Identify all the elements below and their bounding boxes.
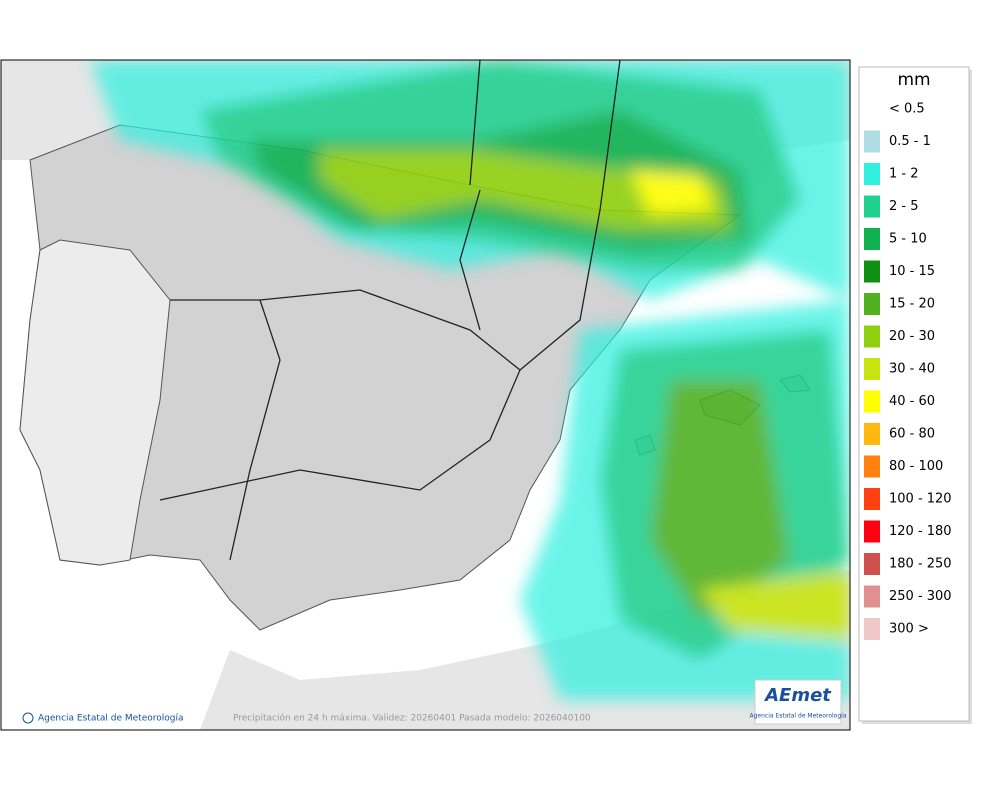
legend-label: 30 - 40 (889, 362, 935, 377)
legend-swatch (864, 423, 880, 445)
legend-swatch (864, 520, 880, 543)
legend-label: 1 - 2 (889, 167, 919, 182)
legend-items: < 0.5 0.5 - 1 1 - 2 2 - 5 5 - 10 10 - 15 15 - … (864, 102, 952, 640)
legend-swatch (864, 585, 880, 608)
portugal-land (19, 239, 171, 566)
legend-label: 0.5 - 1 (889, 134, 931, 149)
legend-label: 5 - 10 (889, 232, 927, 247)
legend-label: 10 - 15 (889, 264, 935, 279)
legend-swatch (864, 130, 880, 153)
legend-swatch (864, 455, 880, 478)
logo-name: AEmet (763, 685, 832, 706)
legend-swatch (864, 325, 880, 348)
copyright: Agencia Estatal de Meteorología (38, 714, 184, 724)
legend-label: 2 - 5 (889, 199, 919, 214)
region-borders (159, 60, 621, 561)
legend-label: 15 - 20 (889, 297, 935, 312)
legend-swatch (864, 260, 880, 283)
legend-label: < 0.5 (889, 102, 925, 117)
legend-label: 300 > (889, 622, 929, 637)
map-frame (0, 59, 851, 731)
legend-label: 40 - 60 (889, 394, 935, 409)
legend-swatch (864, 553, 880, 575)
legend-swatch (864, 293, 880, 315)
map: AEmet Agencia Estatal de Meteorología Ag… (1, 60, 850, 730)
legend-swatch (864, 390, 880, 413)
legend-swatch (864, 358, 880, 380)
legend-label: 120 - 180 (889, 524, 952, 539)
legend-swatch (864, 488, 880, 510)
legend-swatch (864, 163, 880, 185)
precipitation-field (90, 60, 850, 700)
logo-subtitle: Agencia Estatal de Meteorología (750, 713, 847, 720)
legend-swatch (864, 195, 880, 218)
legend-label: 80 - 100 (889, 459, 943, 474)
legend-title: mm (897, 70, 930, 90)
legend-label: 20 - 30 (889, 329, 935, 344)
copyright-icon (22, 712, 34, 724)
legend-label: 250 - 300 (889, 589, 952, 604)
legend-swatch (864, 228, 880, 250)
logo-box (754, 679, 842, 725)
legend-label: 60 - 80 (889, 427, 935, 442)
legend-label: 100 - 120 (889, 492, 952, 507)
legend-swatch (864, 618, 880, 640)
caption: Precipitación en 24 h máxima. Validez: 2… (233, 713, 591, 724)
legend-label: 180 - 250 (889, 557, 952, 572)
